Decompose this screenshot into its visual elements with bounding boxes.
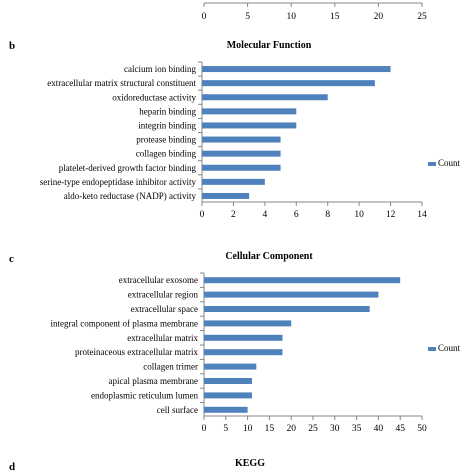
mf-bar xyxy=(202,94,328,101)
cc-legend-swatch xyxy=(428,347,436,351)
cc-x-tick-label: 50 xyxy=(417,424,427,434)
top-x-tick-label: 5 xyxy=(245,12,250,22)
mf-bar xyxy=(202,164,281,171)
cc-x-tick-label: 15 xyxy=(265,424,275,434)
mf-x-tick-label: 14 xyxy=(417,210,427,220)
cc-x-tick-label: 0 xyxy=(202,424,207,434)
kegg-panel-title: KEGG xyxy=(235,458,265,469)
mf-x-tick-label: 10 xyxy=(354,210,364,220)
mf-bar xyxy=(202,192,250,199)
cc-bar xyxy=(204,392,252,399)
top-x-tick-label: 15 xyxy=(330,12,340,22)
cc-category-label: integral component of plasma membrane xyxy=(51,318,198,328)
cc-bar xyxy=(204,306,370,312)
mf-bar xyxy=(202,150,281,157)
cc-category-label: cell surface xyxy=(157,405,198,415)
cc-x-tick-label: 30 xyxy=(330,424,340,434)
cc-x-tick-label: 25 xyxy=(308,424,318,434)
cc-category-label: apical plasma membrane xyxy=(109,376,198,386)
cc-category-label: proteinaceous extracellular matrix xyxy=(75,347,198,357)
top-x-tick-label: 20 xyxy=(374,12,384,22)
panel-letter-d: d xyxy=(9,461,15,473)
mf-bar xyxy=(202,108,297,115)
cc-chart-title: Cellular Component xyxy=(225,251,313,262)
top-x-tick-label: 25 xyxy=(417,12,427,22)
mf-legend-label: Count xyxy=(438,158,461,168)
mf-x-tick-label: 4 xyxy=(262,210,267,220)
mf-category-label: serine-type endopeptidase inhibitor acti… xyxy=(40,177,197,187)
mf-category-label: aldo-keto reductase (NADP) activity xyxy=(64,191,197,201)
cc-x-tick-label: 20 xyxy=(286,424,296,434)
mf-category-label: protease binding xyxy=(136,135,196,145)
cc-bar xyxy=(204,277,401,284)
cc-category-label: endoplasmic reticulum lumen xyxy=(91,390,198,400)
mf-legend-swatch xyxy=(428,162,436,166)
top-x-tick-label: 10 xyxy=(286,12,296,22)
cc-x-tick-label: 10 xyxy=(243,424,253,434)
cc-category-label: extracellular region xyxy=(128,290,199,300)
mf-x-tick-label: 8 xyxy=(325,210,330,220)
cc-bar xyxy=(204,363,257,370)
mf-category-label: collagen binding xyxy=(136,149,197,159)
mf-category-label: heparin binding xyxy=(139,106,196,116)
cc-bar xyxy=(204,406,248,413)
cc-x-tick-label: 5 xyxy=(223,424,228,434)
cc-bar xyxy=(204,334,283,341)
cc-x-tick-label: 35 xyxy=(352,424,362,434)
mf-bar xyxy=(202,66,391,73)
mf-category-label: platelet-derived growth factor binding xyxy=(59,163,197,173)
cc-legend-label: Count xyxy=(438,343,461,353)
cc-category-label: extracellular exosome xyxy=(119,275,198,285)
mf-bar xyxy=(202,178,265,185)
mf-bar xyxy=(202,136,281,143)
mf-category-label: integrin binding xyxy=(138,120,196,130)
cc-bar xyxy=(204,349,283,356)
top-x-tick-label: 0 xyxy=(202,12,207,22)
cc-bar xyxy=(204,378,252,384)
cc-x-tick-label: 40 xyxy=(374,424,384,434)
mf-bar xyxy=(202,122,297,129)
mf-chart-title: Molecular Function xyxy=(227,40,312,51)
cc-bar xyxy=(204,291,379,298)
cc-category-label: extracellular space xyxy=(131,304,198,314)
cc-bar xyxy=(204,320,292,327)
panel-letter-b: b xyxy=(9,40,15,52)
panel-letter-c: c xyxy=(9,253,14,265)
mf-bar xyxy=(202,80,375,87)
mf-x-tick-label: 0 xyxy=(200,210,205,220)
cc-x-tick-label: 45 xyxy=(395,424,405,434)
mf-x-tick-label: 12 xyxy=(386,210,396,220)
mf-category-label: oxidoreductase activity xyxy=(112,92,196,102)
mf-x-tick-label: 2 xyxy=(231,210,236,220)
mf-x-tick-label: 6 xyxy=(294,210,299,220)
cc-category-label: collagen trimer xyxy=(143,362,198,372)
mf-category-label: calcium ion binding xyxy=(124,64,196,74)
mf-category-label: extracellular matrix structural constitu… xyxy=(47,78,196,88)
cc-category-label: extracellular matrix xyxy=(127,333,198,343)
